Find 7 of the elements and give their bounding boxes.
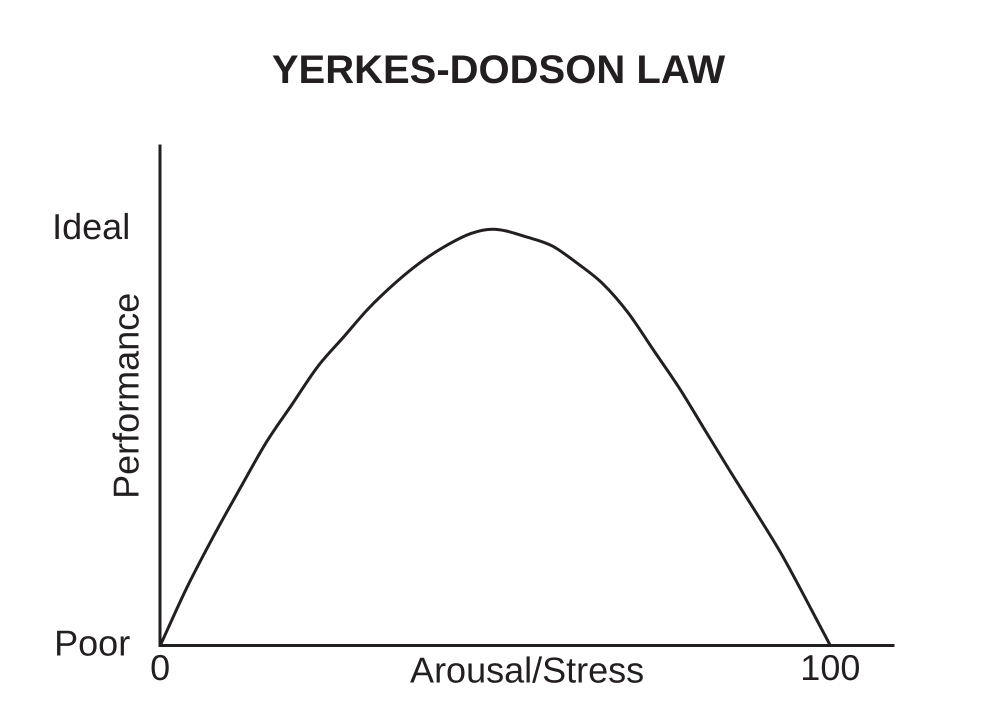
text: Poor: [54, 622, 130, 664]
x-tick-label: 0: [150, 647, 170, 688]
text: Ideal: [52, 206, 130, 248]
x-axis-title: Arousal/Stress: [410, 649, 644, 690]
chart-title: YERKES-DODSON LAW: [272, 48, 726, 92]
y-axis-title: Performance: [106, 292, 147, 499]
x-tick-label: 100: [800, 647, 860, 688]
